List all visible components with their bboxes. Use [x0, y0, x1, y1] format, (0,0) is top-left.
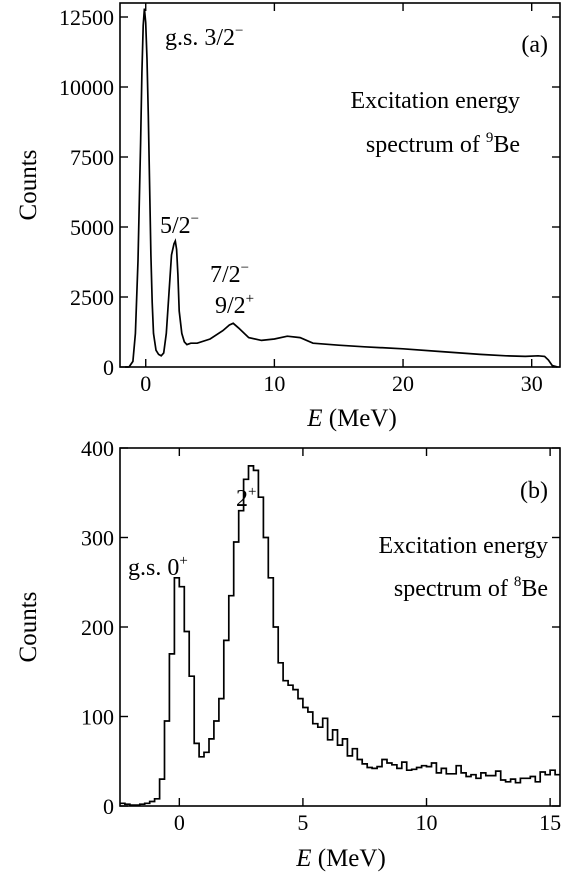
- plot-frame: [119, 447, 561, 807]
- y-tick-label: 2500: [70, 285, 114, 310]
- y-tick-label: 400: [81, 436, 114, 461]
- annotation-line: spectrum of 8Be: [394, 574, 548, 602]
- peak-label: g.s. 0+: [128, 553, 188, 581]
- y-axis-label: Counts: [15, 150, 42, 221]
- peak-label: 7/2−: [210, 260, 249, 288]
- panel-b-spectrum-8be: 0 5 10 15 0 100 200 300 400 Counts E (MeV) (b) Excit…: [15, 436, 561, 872]
- annotation-line: Excitation energy: [351, 88, 521, 114]
- x-tick-label: 0: [140, 371, 151, 396]
- x-tick-label: 0: [174, 810, 185, 835]
- y-tick-label: 0: [103, 794, 114, 819]
- panel-tag: (a): [521, 32, 548, 58]
- peak-label: 5/2−: [160, 211, 199, 239]
- y-tick-label: 100: [81, 705, 114, 730]
- spectrum-line: [125, 8, 558, 368]
- x-tick-label: 10: [263, 371, 285, 396]
- annotation-line: spectrum of 9Be: [366, 130, 520, 158]
- peak-label: g.s. 3/2−: [165, 23, 243, 51]
- x-tick-label: 5: [297, 810, 308, 835]
- x-tick-label: 30: [521, 371, 543, 396]
- peak-label: 2+: [236, 484, 256, 512]
- y-tick-label: 5000: [70, 215, 114, 240]
- spectrum-line: [120, 465, 560, 806]
- x-axis-label: E (MeV): [295, 845, 386, 872]
- plot-frame: [119, 2, 561, 368]
- x-tick-label: 10: [416, 810, 438, 835]
- y-tick-label: 200: [81, 615, 114, 640]
- y-axis-label: Counts: [15, 592, 42, 663]
- x-tick-label: 15: [539, 810, 561, 835]
- y-tick-label: 12500: [59, 5, 114, 30]
- y-tick-label: 0: [103, 355, 114, 380]
- annotation-line: Excitation energy: [379, 533, 549, 559]
- x-tick-label: 20: [392, 371, 414, 396]
- y-tick-label: 300: [81, 526, 114, 551]
- panel-tag: (b): [520, 478, 548, 504]
- y-tick-label: 7500: [70, 145, 114, 170]
- x-axis-label: E (MeV): [306, 405, 397, 432]
- peak-label: 9/2+: [215, 291, 254, 319]
- y-tick-label: 10000: [59, 75, 114, 100]
- panel-a-spectrum-9be: 0 10 20 30 0 2500 5000 7500 10000 12500 Counts E (M…: [15, 2, 561, 432]
